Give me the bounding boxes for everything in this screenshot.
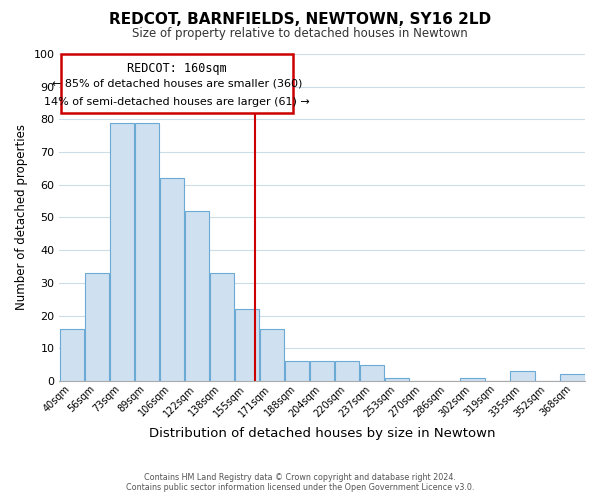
- FancyBboxPatch shape: [61, 54, 293, 113]
- Bar: [285, 362, 310, 381]
- Bar: [260, 328, 284, 381]
- Text: Size of property relative to detached houses in Newtown: Size of property relative to detached ho…: [132, 28, 468, 40]
- Bar: [235, 309, 259, 381]
- Bar: [135, 122, 159, 381]
- Bar: [560, 374, 584, 381]
- Y-axis label: Number of detached properties: Number of detached properties: [15, 124, 28, 310]
- Bar: [385, 378, 409, 381]
- Text: REDCOT: 160sqm: REDCOT: 160sqm: [127, 62, 227, 75]
- Bar: [360, 364, 385, 381]
- Bar: [310, 362, 334, 381]
- Bar: [510, 371, 535, 381]
- Text: Contains HM Land Registry data © Crown copyright and database right 2024.
Contai: Contains HM Land Registry data © Crown c…: [126, 473, 474, 492]
- Text: ← 85% of detached houses are smaller (360): ← 85% of detached houses are smaller (36…: [52, 78, 302, 88]
- Bar: [210, 273, 234, 381]
- Text: REDCOT, BARNFIELDS, NEWTOWN, SY16 2LD: REDCOT, BARNFIELDS, NEWTOWN, SY16 2LD: [109, 12, 491, 28]
- Bar: [110, 122, 134, 381]
- Bar: [460, 378, 485, 381]
- Bar: [335, 362, 359, 381]
- X-axis label: Distribution of detached houses by size in Newtown: Distribution of detached houses by size …: [149, 427, 496, 440]
- Bar: [60, 328, 84, 381]
- Bar: [85, 273, 109, 381]
- Text: 14% of semi-detached houses are larger (61) →: 14% of semi-detached houses are larger (…: [44, 96, 310, 106]
- Bar: [160, 178, 184, 381]
- Bar: [185, 211, 209, 381]
